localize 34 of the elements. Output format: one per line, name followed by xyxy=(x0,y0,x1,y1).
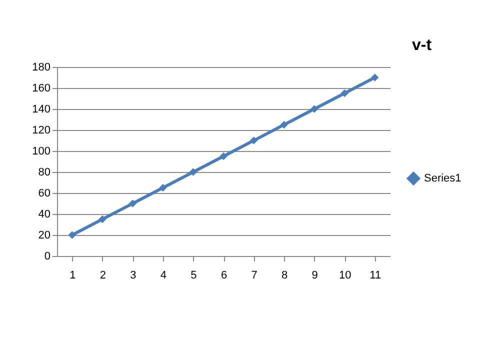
point xyxy=(340,89,348,98)
point xyxy=(98,215,106,224)
x-tick-label: 11 xyxy=(370,270,382,282)
y-tick-label: 80 xyxy=(38,166,50,178)
y-tick-label: 60 xyxy=(38,188,50,200)
point xyxy=(159,184,167,192)
chart-title: v-t xyxy=(412,37,432,54)
y-tick-label: 140 xyxy=(32,104,50,116)
x-tick-label: 10 xyxy=(338,270,352,282)
point xyxy=(370,74,379,82)
x-tick-label: 2 xyxy=(100,270,106,282)
point xyxy=(68,231,76,239)
point xyxy=(250,136,258,144)
x-tick-label: 6 xyxy=(220,270,228,282)
x-tick-label: 4 xyxy=(160,270,167,282)
y-tick-label: 0 xyxy=(44,250,50,262)
point xyxy=(310,105,318,113)
x-tick-label: 8 xyxy=(281,270,288,282)
x-tick-label: 5 xyxy=(190,270,197,282)
y-tick-label: 120 xyxy=(32,124,50,136)
point xyxy=(220,152,228,160)
y-tick-label: 180 xyxy=(32,62,50,74)
point xyxy=(189,168,198,176)
x-tick-label: 7 xyxy=(251,270,258,282)
y-tick-label: 160 xyxy=(32,82,50,94)
y-tick-label: 100 xyxy=(32,146,50,158)
x-tick-label: 3 xyxy=(130,270,136,282)
x-tick-label: 9 xyxy=(312,270,318,282)
point xyxy=(280,120,288,129)
x-tick-label: 1 xyxy=(70,270,76,282)
y-tick-label: 40 xyxy=(38,208,50,220)
point xyxy=(128,200,137,208)
legend-label: Series1 xyxy=(424,172,462,184)
y-tick-label: 20 xyxy=(38,230,50,242)
